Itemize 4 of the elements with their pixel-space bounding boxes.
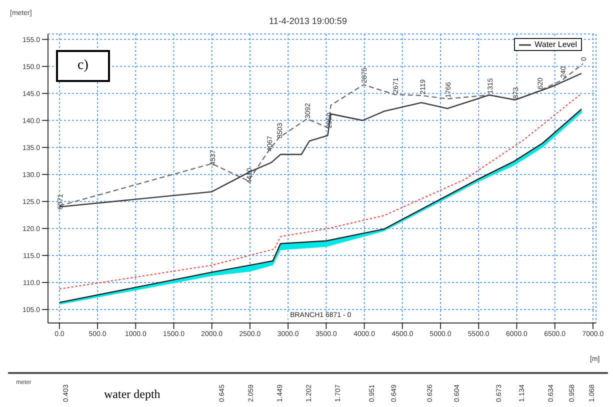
chart-title: 11-4-2013 19:00:59 [268,16,348,26]
text: water depth [104,387,160,401]
panel-tag-box: c) [56,50,110,82]
legend-label: Water Level [534,40,577,49]
